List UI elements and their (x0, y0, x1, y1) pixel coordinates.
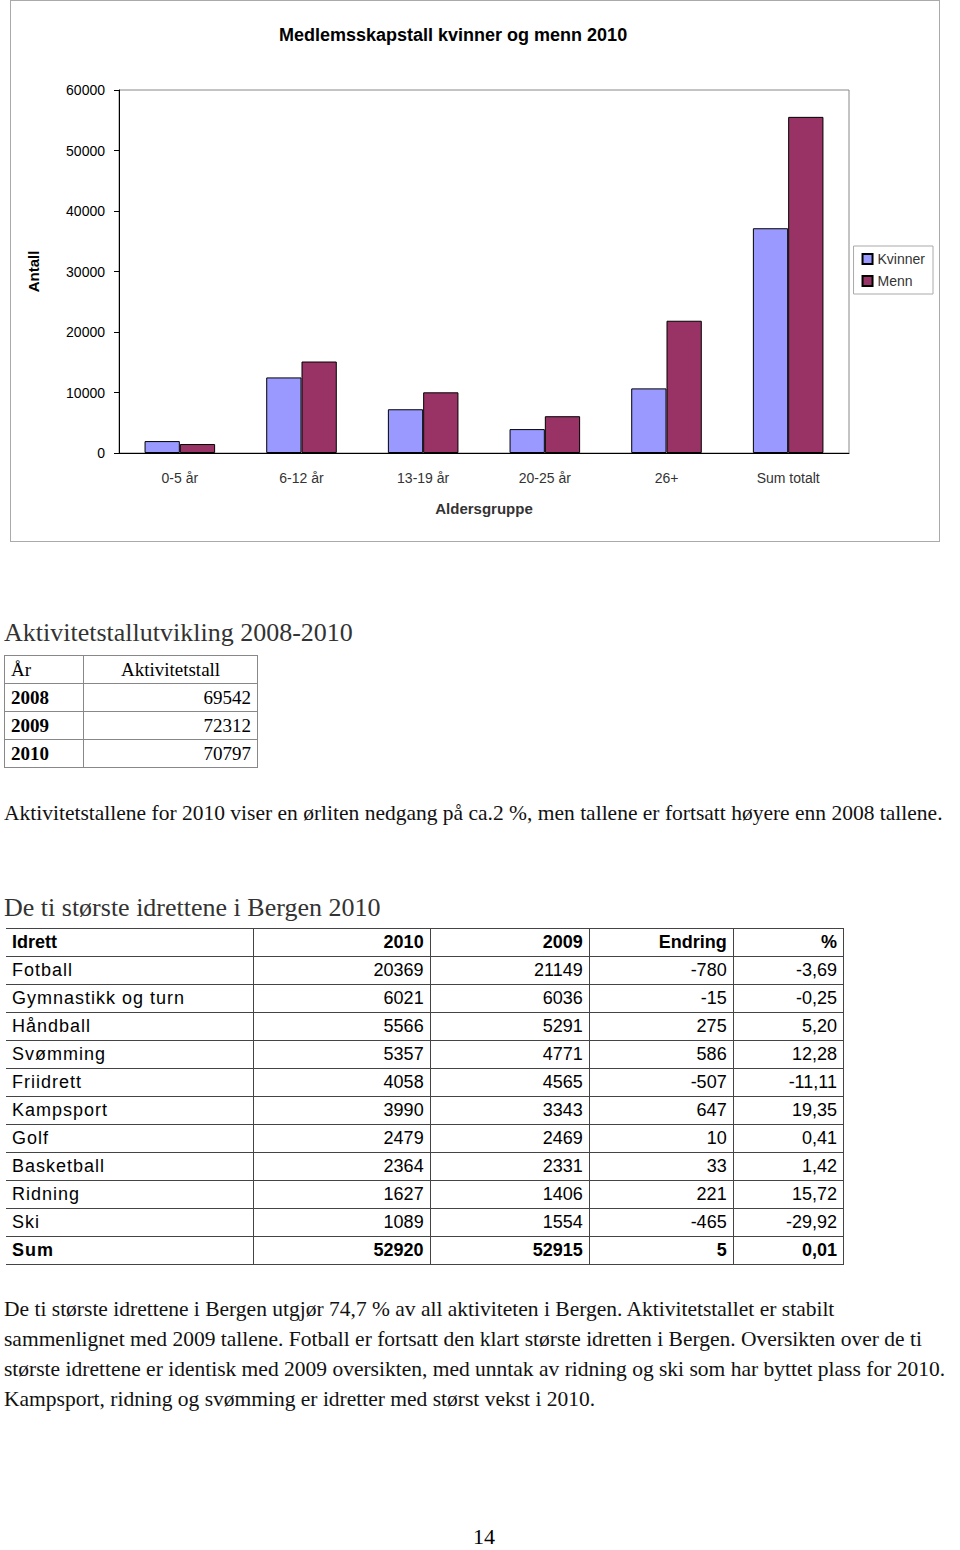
html-text:221: 221 (696, 1184, 727, 1204)
html-text:72312: 72312 (203, 714, 251, 736)
html-text:19,35: 19,35 (792, 1100, 837, 1120)
html-text:52915: 52915 (532, 1240, 583, 1260)
html-text:2009: 2009 (11, 714, 49, 736)
html-text:-29,92: -29,92 (786, 1212, 837, 1232)
html-text:3343: 3343 (542, 1100, 583, 1120)
svg-text:40000: 40000 (66, 203, 105, 219)
svg-text:20-25 år: 20-25 år (519, 470, 571, 486)
html-text:De ti største idrettene i Berg: De ti største idrettene i Bergen 2010 (4, 893, 381, 922)
html-text:Aktivitetstall: Aktivitetstall (120, 658, 221, 680)
html-text:Endring: Endring (658, 932, 727, 952)
html-text:1406: 1406 (542, 1184, 583, 1204)
html-text:-465: -465 (690, 1212, 727, 1232)
html-text:586: 586 (696, 1044, 727, 1064)
html-text:6021: 6021 (383, 988, 424, 1008)
html-text:15,72: 15,72 (792, 1184, 837, 1204)
html-text:4058: 4058 (383, 1072, 424, 1092)
svg-text:10000: 10000 (66, 385, 105, 401)
svg-text:60000: 60000 (66, 82, 105, 98)
svg-text:20000: 20000 (66, 324, 105, 340)
html-text:Svømming: Svømming (12, 1044, 106, 1064)
svg-text:30000: 30000 (66, 264, 105, 280)
html-text:2479: 2479 (383, 1128, 424, 1148)
html-text:Golf: Golf (12, 1128, 49, 1148)
html-text:2010: 2010 (11, 742, 49, 764)
svg-text:6-12 år: 6-12 år (279, 470, 324, 486)
html-text:70797: 70797 (203, 742, 251, 764)
svg-text:Sum totalt: Sum totalt (757, 470, 820, 486)
html-text:Fotball: Fotball (12, 960, 73, 980)
html-text:Gymnastikk og turn: Gymnastikk og turn (12, 988, 186, 1008)
html-text:-15: -15 (700, 988, 727, 1008)
svg-text:13-19 år: 13-19 år (397, 470, 449, 486)
html-text:1627: 1627 (383, 1184, 424, 1204)
html-text:Aktivitetstallutvikling 2008-2: Aktivitetstallutvikling 2008-2010 (4, 618, 353, 647)
html-text:5566: 5566 (383, 1016, 424, 1036)
html-text:5,20: 5,20 (802, 1016, 837, 1036)
html-text:2364: 2364 (383, 1156, 424, 1176)
html-text:-780: -780 (690, 960, 727, 980)
html-text:Aktivitetstallene for 2010 vis: Aktivitetstallene for 2010 viser en ørli… (4, 801, 943, 825)
html-text:-507: -507 (690, 1072, 727, 1092)
html-text:2331: 2331 (542, 1156, 583, 1176)
html-text:5291: 5291 (542, 1016, 583, 1036)
html-text:1,42: 1,42 (802, 1156, 837, 1176)
html-text:1554: 1554 (542, 1212, 583, 1232)
html-text:År: År (11, 658, 32, 680)
html-text:Ridning: Ridning (12, 1184, 80, 1204)
html-text:Håndball: Håndball (12, 1016, 92, 1036)
html-text:2469: 2469 (542, 1128, 583, 1148)
svg-text:26+: 26+ (655, 470, 679, 486)
html-text:10: 10 (706, 1128, 727, 1148)
html-text:6036: 6036 (542, 988, 583, 1008)
html-text:-0,25: -0,25 (796, 988, 837, 1008)
html-text:3990: 3990 (383, 1100, 424, 1120)
html-text:21149: 21149 (534, 960, 583, 980)
html-text:647: 647 (696, 1100, 727, 1120)
html-text:De ti største idrettene i Berg: De ti største idrettene i Bergen utgjør … (4, 1297, 945, 1411)
svg-text:50000: 50000 (66, 143, 105, 159)
html-text:2008: 2008 (11, 686, 49, 708)
html-text:Basketball: Basketball (12, 1156, 106, 1176)
html-text:33: 33 (706, 1156, 727, 1176)
html-text:52920: 52920 (373, 1240, 424, 1260)
html-text:2010: 2010 (383, 932, 424, 952)
html-text:20369: 20369 (373, 960, 424, 980)
svg-text:0-5 år: 0-5 år (162, 470, 199, 486)
html-text:275: 275 (696, 1016, 727, 1036)
html-text:5: 5 (716, 1240, 727, 1260)
html-text:Kampsport: Kampsport (12, 1100, 108, 1120)
html-text:4565: 4565 (542, 1072, 583, 1092)
svg-text:Aldersgruppe: Aldersgruppe (435, 500, 533, 517)
html-text:4771: 4771 (542, 1044, 583, 1064)
html-text:12,28: 12,28 (792, 1044, 837, 1064)
html-text:1089: 1089 (383, 1212, 424, 1232)
html-text:14: 14 (473, 1524, 495, 1549)
html-text:2009: 2009 (542, 932, 583, 952)
svg-text:Kvinner: Kvinner (878, 251, 926, 267)
svg-text:Menn: Menn (878, 273, 913, 289)
html-text:69542: 69542 (203, 686, 251, 708)
html-text:Sum: Sum (12, 1240, 54, 1260)
html-text:Ski: Ski (12, 1212, 40, 1232)
html-text:5357: 5357 (383, 1044, 424, 1064)
svg-text:Medlemsskapstall kvinner og me: Medlemsskapstall kvinner og menn 2010 (279, 25, 627, 45)
html-text:-11,11: -11,11 (788, 1072, 837, 1092)
svg-text:0: 0 (97, 445, 105, 461)
html-text:0,41: 0,41 (802, 1128, 837, 1148)
html-text:Friidrett: Friidrett (12, 1072, 82, 1092)
svg-text:Antall: Antall (25, 251, 42, 293)
html-text:0,01: 0,01 (802, 1240, 837, 1260)
html-text:-3,69: -3,69 (796, 960, 837, 980)
html-text:Idrett: Idrett (12, 932, 57, 952)
